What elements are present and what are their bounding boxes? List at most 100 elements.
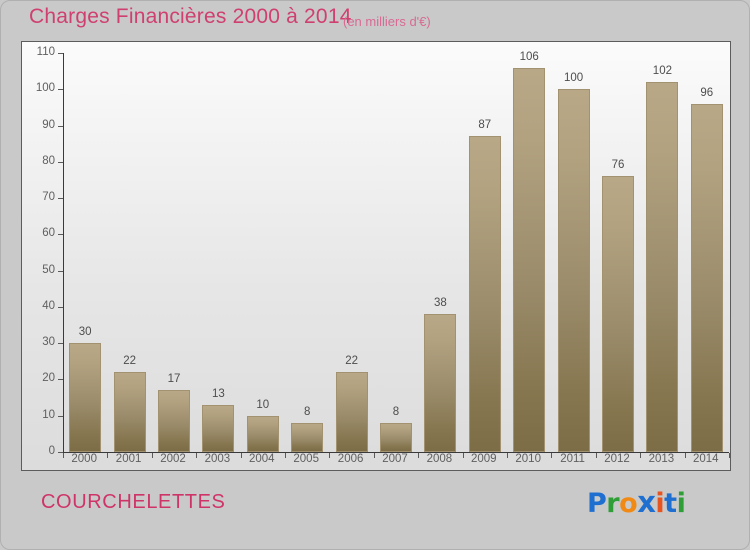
logo-letter-p: P (587, 488, 607, 519)
logo-letter-i1: i (655, 488, 665, 519)
x-tick-mark (63, 453, 64, 458)
y-tick-mark (58, 415, 63, 417)
bar[interactable] (424, 314, 457, 452)
x-axis-label: 2011 (560, 453, 585, 465)
bar-value-label: 102 (652, 65, 672, 78)
y-tick-mark (58, 161, 63, 163)
y-tick-mark (58, 198, 63, 200)
y-tick-label: 110 (36, 46, 55, 58)
x-tick-mark (329, 453, 330, 458)
y-tick-label: 90 (42, 118, 55, 131)
bar-value-label: 96 (700, 86, 714, 99)
bar[interactable] (291, 422, 324, 452)
y-tick-label: 60 (42, 227, 55, 240)
y-tick-label: 40 (42, 299, 55, 312)
x-tick-mark (241, 453, 242, 458)
x-axis-label: 2000 (71, 453, 97, 465)
x-axis-label: 2007 (382, 453, 408, 465)
bar[interactable] (557, 89, 590, 452)
x-axis-label: 2009 (471, 453, 497, 465)
y-tick-label: 20 (42, 372, 55, 385)
x-tick-mark (685, 453, 686, 458)
bar-value-label: 76 (611, 159, 625, 172)
bar-value-label: 22 (123, 355, 136, 368)
chart-title: Charges Financières 2000 à 2014 (29, 5, 352, 28)
x-tick-mark (285, 453, 286, 458)
bar[interactable] (202, 404, 235, 452)
logo-letter-o: o (619, 488, 638, 519)
y-tick-label: 30 (42, 336, 55, 349)
y-tick-mark (58, 270, 63, 272)
bar[interactable] (246, 415, 279, 452)
x-axis-label: 2012 (604, 453, 630, 465)
x-tick-mark (196, 453, 197, 458)
x-tick-mark (418, 453, 419, 458)
x-axis-label: 2010 (515, 453, 541, 465)
y-tick-mark (58, 343, 63, 345)
y-tick-label: 0 (48, 445, 55, 457)
logo-letter-i2: i (676, 488, 686, 519)
bar[interactable] (602, 176, 634, 452)
bar[interactable] (380, 422, 412, 452)
chart-header: Charges Financières 2000 à 2014 (en mill… (1, 1, 750, 43)
y-tick-label: 50 (42, 263, 55, 276)
x-tick-mark (463, 453, 464, 458)
x-tick-mark (374, 453, 375, 458)
bar-value-label: 22 (345, 355, 358, 368)
chart-subtitle: (en milliers d'€) (343, 14, 431, 29)
bar-value-label: 10 (256, 398, 270, 411)
x-axis-label: 2004 (249, 453, 275, 465)
x-axis-label: 2002 (160, 453, 186, 465)
y-tick-mark (58, 452, 63, 453)
y-tick-mark (58, 306, 63, 308)
bar[interactable] (468, 136, 501, 452)
bar-value-label: 13 (211, 387, 225, 400)
x-axis-line (63, 452, 729, 453)
bar[interactable] (113, 372, 146, 452)
bar-value-label: 87 (478, 119, 492, 132)
logo-letter-t: t (664, 488, 677, 519)
chart-footer: COURCHELETTES Proxiti (1, 479, 750, 549)
x-axis-label: 2014 (693, 453, 719, 465)
x-axis-label: 2008 (426, 453, 453, 465)
x-tick-mark (729, 453, 730, 458)
plot-area: 0 10 20 30 40 50 60 70 80 90 100 110 30 22 17 13 10 8 22 8… (22, 42, 730, 470)
x-axis-label: 2003 (204, 453, 231, 465)
x-axis-labels: 2000 2001 2002 2003 2004 2005 2006 2007 2008 2009… (21, 453, 731, 473)
y-tick-label: 10 (42, 408, 55, 421)
bar-value-label: 106 (519, 50, 539, 63)
bar[interactable] (69, 343, 102, 452)
bar[interactable] (513, 67, 546, 452)
x-tick-mark (596, 453, 597, 458)
commune-name: COURCHELETTES (41, 491, 226, 513)
y-tick-mark (58, 125, 63, 127)
bar-value-label: 8 (303, 405, 311, 418)
y-tick-mark (58, 53, 63, 54)
bar[interactable] (158, 390, 190, 452)
logo-letter-x: x (637, 485, 656, 519)
bar[interactable] (646, 82, 679, 452)
y-tick-mark (58, 234, 63, 236)
bar[interactable] (335, 372, 368, 452)
bar-value-label: 17 (167, 373, 181, 386)
x-axis-label: 2013 (648, 453, 675, 465)
x-tick-mark (152, 453, 153, 458)
y-tick-mark (58, 89, 63, 91)
bar-value-label: 8 (392, 405, 400, 418)
y-axis-line (63, 53, 64, 452)
x-tick-mark (107, 453, 108, 458)
bar[interactable] (690, 103, 723, 452)
y-tick-label: 100 (35, 82, 55, 95)
bar-value-label: 38 (433, 297, 447, 310)
x-tick-mark (640, 453, 641, 458)
bar-value-label: 100 (564, 72, 584, 85)
proxiti-logo[interactable]: Proxiti (587, 485, 686, 519)
x-axis-label: 2001 (115, 453, 142, 465)
y-tick-label: 80 (42, 154, 55, 167)
x-axis-label: 2006 (337, 453, 364, 465)
y-tick-mark (58, 379, 63, 381)
logo-letter-r: r (606, 488, 620, 519)
x-tick-mark (507, 453, 508, 458)
y-tick-label: 70 (42, 191, 55, 204)
